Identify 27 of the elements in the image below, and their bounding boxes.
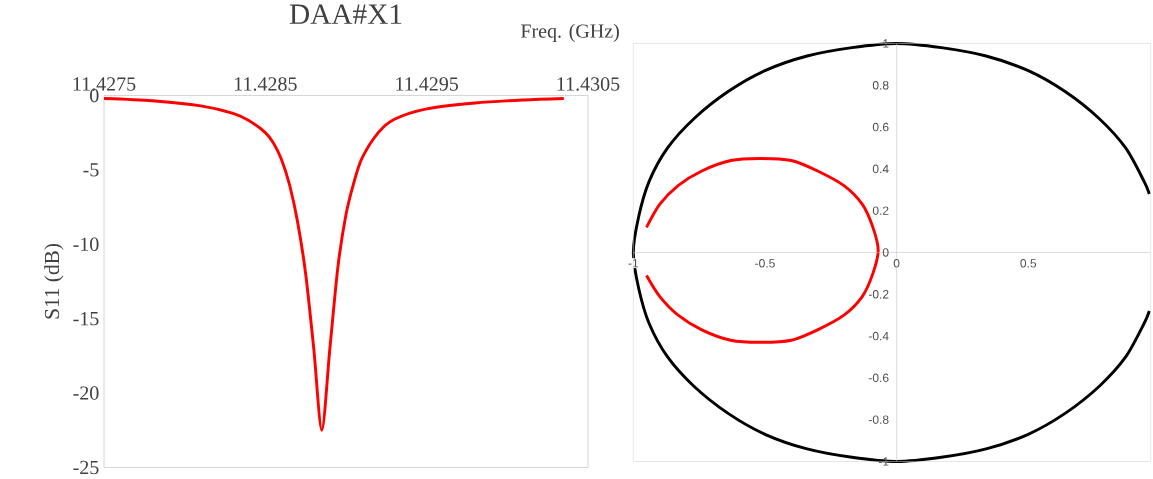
y-tick-label: 0.4	[872, 164, 889, 173]
y-tick-label: 0.8	[872, 80, 889, 90]
y-tick-label: -1	[878, 457, 889, 466]
x-tick-label: 11.4285	[234, 76, 297, 91]
y-tick-label: -5	[83, 163, 99, 177]
x-tick-label: -0.5	[755, 258, 775, 268]
x-tick-label: 0	[893, 258, 900, 268]
y-tick-label: -0.4	[868, 331, 889, 341]
y-tick-label: 0.2	[872, 206, 889, 215]
y-tick-label: 0	[882, 247, 889, 257]
line-series	[104, 96, 566, 432]
x-tick-label: 0.5	[1020, 258, 1037, 268]
chart-title: DAA#X1	[289, 4, 402, 24]
x-axis-title: Freq. (GHz)	[520, 23, 619, 42]
x-tick-label: 11.4295	[396, 77, 459, 91]
y-tick-label: 1	[883, 39, 889, 48]
y-tick-label: -0.6	[868, 373, 889, 382]
y-tick-label: -20	[73, 386, 99, 400]
y-tick-label: -25	[73, 460, 99, 474]
y-tick-label: -10	[73, 237, 99, 251]
y-tick-label: 0.6	[872, 122, 889, 132]
x-tick-label: -1	[628, 258, 639, 268]
y-tick-label: -0.8	[868, 415, 889, 424]
y-tick-label: -15	[73, 311, 99, 326]
y-axis-title: S11 (dB)	[44, 243, 64, 319]
x-tick-label: 11.4305	[557, 76, 620, 91]
y-tick-label: -0.2	[868, 289, 889, 299]
